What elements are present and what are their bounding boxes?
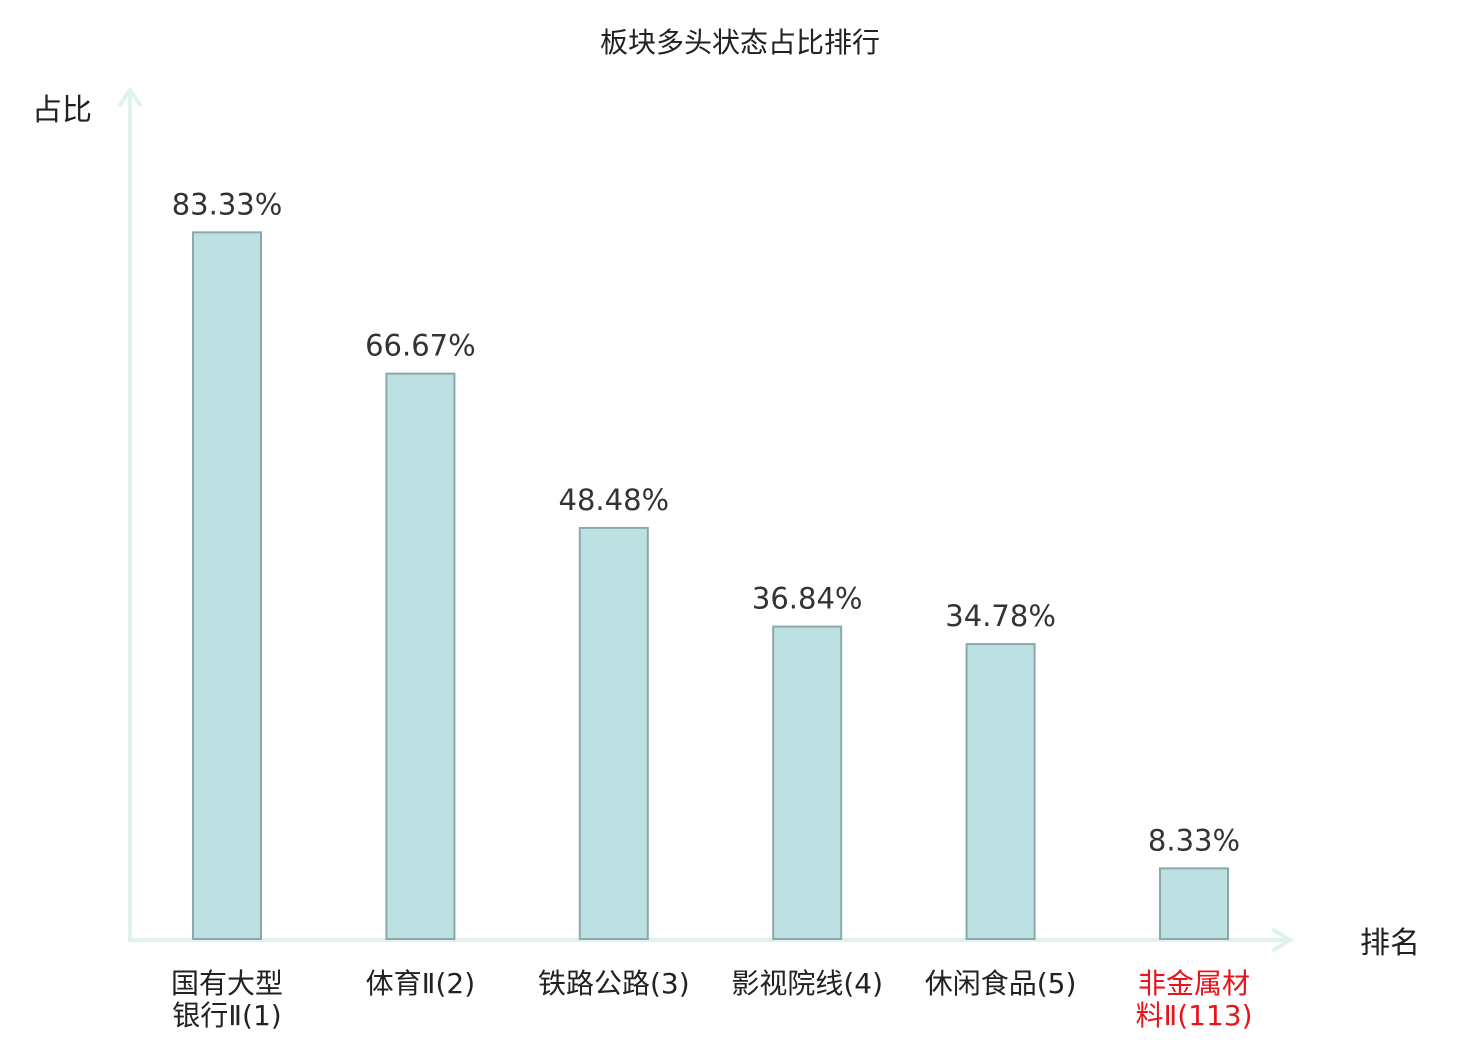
- x-axis-label: 排名: [1360, 926, 1420, 961]
- x-tick-label: 影视院线(4): [731, 967, 883, 1000]
- bar: [578, 526, 649, 940]
- bar-value-label: 83.33%: [172, 187, 283, 221]
- bar-value-label: 36.84%: [752, 582, 863, 616]
- bar: [192, 231, 262, 941]
- bar: [1159, 867, 1229, 940]
- bar-value-label: 66.67%: [365, 329, 476, 363]
- bar-value-label: 34.78%: [945, 599, 1056, 633]
- y-axis-label: 占比: [32, 93, 92, 128]
- x-tick-label: 非金属材料Ⅱ(113): [1135, 967, 1252, 1032]
- value-labels-group: 83.33% 66.67% 48.48% 36.84% 34.78% 8.33%: [172, 187, 1240, 857]
- x-tick-label: 铁路公路(3): [538, 967, 690, 1000]
- y-axis-arrow: [117, 86, 143, 108]
- x-tick-label: 体育Ⅱ(2): [366, 967, 475, 1000]
- x-tick-label: 国有大型银行Ⅱ(1): [171, 967, 283, 1032]
- bar-value-label: 8.33%: [1148, 823, 1240, 857]
- bar: [385, 372, 456, 940]
- x-axis-arrow: [1270, 927, 1294, 953]
- bar: [772, 625, 843, 940]
- chart-title: 板块多头状态占比排行: [600, 26, 880, 59]
- bar-value-label: 48.48%: [559, 483, 670, 517]
- x-tick-label: 休闲食品(5): [925, 967, 1077, 1000]
- bars-group: [192, 231, 1229, 941]
- category-labels-group: 国有大型银行Ⅱ(1) 体育Ⅱ(2) 铁路公路(3) 影视院线(4) 休闲食品(5) 非金属…: [171, 967, 1253, 1032]
- bar: [965, 643, 1036, 940]
